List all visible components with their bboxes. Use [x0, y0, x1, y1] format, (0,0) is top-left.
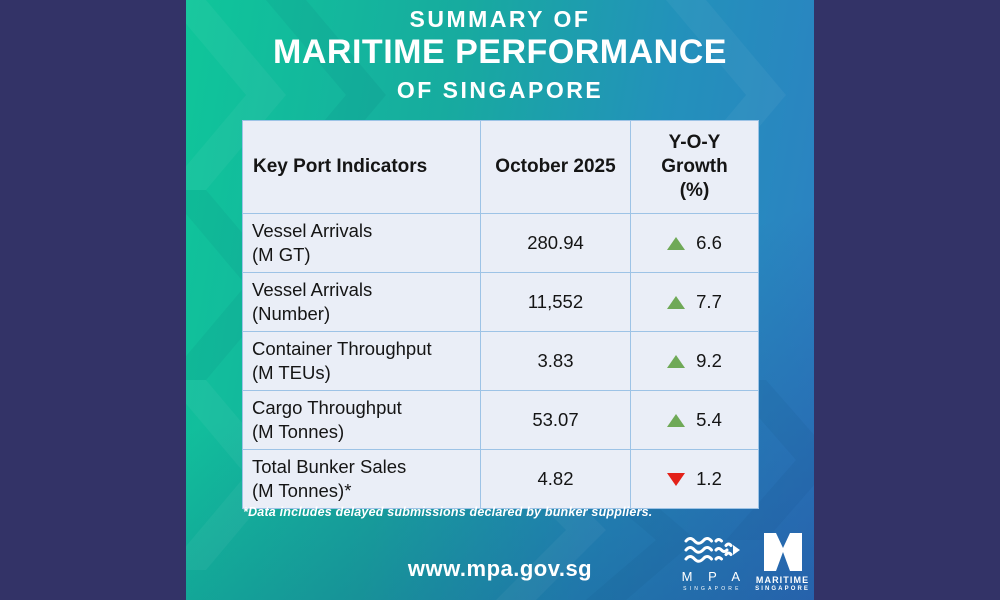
mpa-website-url[interactable]: www.mpa.gov.sg	[407, 556, 593, 581]
mpa-waves-icon	[684, 537, 740, 563]
growth-value: 7.7	[696, 291, 722, 312]
table-row: Vessel Arrivals (M GT) 280.94 6.6	[242, 213, 759, 273]
maritime-singapore-logo: MARITIME SINGAPORE	[755, 532, 810, 592]
indicator-value: 11,552	[480, 272, 631, 332]
indicator-value: 53.07	[480, 390, 631, 450]
indicator-label: Cargo Throughput (M Tonnes)	[242, 390, 481, 450]
key-port-indicators-table: Key Port Indicators October 2025 Y-O-Y G…	[242, 120, 759, 509]
growth-direction-triangle-icon	[667, 472, 686, 486]
maritime-singapore-m-icon	[763, 533, 802, 571]
infographic-canvas: SUMMARY OF MARITIME PERFORMANCE OF SINGA…	[186, 0, 814, 600]
footer-logos: M P A SINGAPORE MARITIME SINGAPORE	[676, 532, 810, 592]
table-header-row: Key Port Indicators October 2025 Y-O-Y G…	[242, 120, 759, 214]
mpa-singapore-logo: M P A SINGAPORE	[676, 534, 746, 592]
yoy-growth-cell: 1.2	[630, 449, 759, 509]
key-port-indicators-table-wrap: Key Port Indicators October 2025 Y-O-Y G…	[242, 120, 759, 509]
growth-direction-triangle-icon	[667, 413, 686, 427]
indicator-label: Container Throughput (M TEUs)	[242, 331, 481, 391]
indicator-value: 280.94	[480, 213, 631, 273]
growth-value: 5.4	[696, 409, 722, 430]
table-row: Container Throughput (M TEUs) 3.83 9.2	[242, 331, 759, 391]
indicator-value: 4.82	[480, 449, 631, 509]
bunker-data-footnote: *Data includes delayed submissions decla…	[243, 505, 653, 519]
indicator-value: 3.83	[480, 331, 631, 391]
growth-value: 6.6	[696, 232, 722, 253]
growth-value: 9.2	[696, 350, 722, 371]
table-row: Total Bunker Sales (M Tonnes)* 4.82 1.2	[242, 449, 759, 509]
title-summary-of: SUMMARY OF	[409, 6, 591, 32]
yoy-growth-cell: 9.2	[630, 331, 759, 391]
yoy-growth-cell: 5.4	[630, 390, 759, 450]
indicator-label: Total Bunker Sales (M Tonnes)*	[242, 449, 481, 509]
header-october-2025: October 2025	[480, 120, 631, 214]
table-row: Cargo Throughput (M Tonnes) 53.07 5.4	[242, 390, 759, 450]
mpa-logo-label: M P A	[681, 569, 747, 584]
header-key-port-indicators: Key Port Indicators	[242, 120, 481, 214]
table-row: Vessel Arrivals (Number) 11,552 7.7	[242, 272, 759, 332]
growth-value: 1.2	[696, 468, 722, 489]
mpa-logo-sublabel: SINGAPORE	[683, 586, 742, 592]
growth-direction-triangle-icon	[667, 354, 686, 368]
title-block: SUMMARY OF MARITIME PERFORMANCE OF SINGA…	[186, 4, 814, 104]
title-of-singapore: OF SINGAPORE	[396, 76, 604, 103]
maritime-logo-label: MARITIME	[755, 575, 810, 585]
indicator-label: Vessel Arrivals (M GT)	[242, 213, 481, 273]
title-maritime-performance: MARITIME PERFORMANCE	[273, 33, 727, 71]
yoy-growth-cell: 6.6	[630, 213, 759, 273]
growth-direction-triangle-icon	[667, 236, 686, 250]
indicator-label: Vessel Arrivals (Number)	[242, 272, 481, 332]
header-yoy-growth: Y-O-Y Growth (%)	[630, 120, 759, 214]
yoy-growth-cell: 7.7	[630, 272, 759, 332]
maritime-logo-sublabel: SINGAPORE	[755, 586, 810, 592]
growth-direction-triangle-icon	[667, 295, 686, 309]
